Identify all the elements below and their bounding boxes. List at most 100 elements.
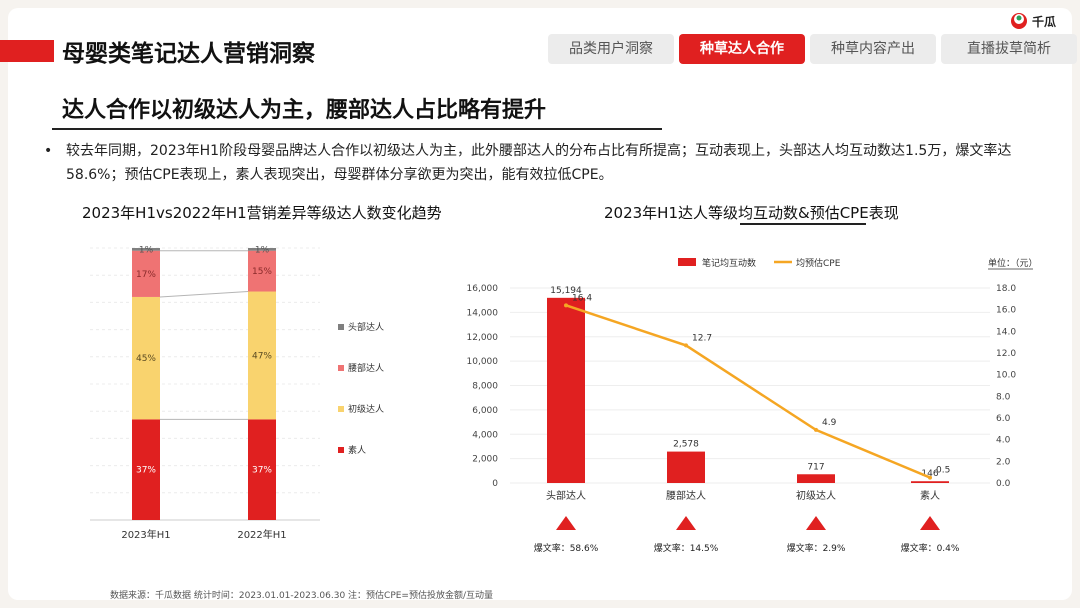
- legend-label: 腰部达人: [348, 362, 384, 374]
- left-y-tick: 10,000: [467, 357, 499, 367]
- connector-line: [159, 291, 249, 298]
- bar-value-label: 2,578: [673, 440, 699, 450]
- title-accent-bar: [0, 40, 54, 62]
- combo-title-part-1: 2023年H1达人等级: [604, 204, 738, 222]
- legend-label: 素人: [348, 444, 366, 456]
- left-y-tick: 14,000: [467, 308, 499, 318]
- right-y-tick: 6.0: [996, 414, 1011, 424]
- bar-segment-初级达人-2022年H1: [248, 291, 276, 420]
- legend-label: 头部达人: [348, 321, 384, 333]
- tab-content-output[interactable]: 种草内容产出: [810, 34, 936, 64]
- right-y-tick: 10.0: [996, 371, 1016, 381]
- bar-value-label: 146: [921, 469, 938, 479]
- x-tick-label: 初级达人: [796, 489, 836, 502]
- tab-influencer-cooperation[interactable]: 种草达人合作: [679, 34, 805, 64]
- viral-rate-triangle-icon: [920, 516, 940, 530]
- data-label: 47%: [252, 351, 272, 361]
- cpe-value-label: 12.7: [692, 333, 712, 343]
- data-label: 15%: [252, 267, 272, 277]
- unit-label: 单位：（元）: [988, 257, 1038, 269]
- brand-logo: 千瓜: [1010, 12, 1056, 30]
- nav-tabs: 品类用户洞察 种草达人合作 种草内容产出 直播拔草简析: [548, 34, 1077, 64]
- cpe-value-label: 16.4: [572, 293, 592, 303]
- viral-rate-label: 爆文率：58.6%: [534, 542, 599, 554]
- viral-rate-label: 爆文率：2.9%: [787, 542, 846, 554]
- viral-rate-label: 爆文率：14.5%: [654, 542, 719, 554]
- data-label: 1%: [255, 245, 270, 255]
- tab-livestream-analysis[interactable]: 直播拔草简析: [941, 34, 1077, 64]
- viral-rate-triangle-icon: [556, 516, 576, 530]
- x-tick-label: 素人: [920, 489, 940, 502]
- stacked-percent-chart: 37% 45% 17% 1% 2023年H1 37% 47% 15% 1% 2022年H1 头部达人…: [90, 245, 384, 541]
- content-card: [8, 8, 1072, 600]
- x-tick-label: 头部达人: [546, 489, 586, 502]
- stacked-chart-title: 2023年H1vs2022年H1营销差异等级达人数变化趋势: [82, 204, 442, 222]
- right-y-tick: 18.0: [996, 284, 1016, 294]
- left-y-tick: 0: [492, 479, 498, 489]
- viral-rate-triangle-icon: [676, 516, 696, 530]
- viral-rate-triangle-icon: [806, 516, 826, 530]
- bar-segment-腰部达人-2023年H1: [132, 250, 160, 297]
- insight-text: 较去年同期，2023年H1阶段母婴品牌达人合作以初级达人为主，此外腰部达人的分布…: [66, 143, 1012, 183]
- right-y-tick: 2.0: [996, 457, 1011, 467]
- tab-user-insight[interactable]: 品类用户洞察: [548, 34, 674, 64]
- left-y-tick: 16,000: [467, 284, 499, 294]
- data-label: 17%: [136, 270, 156, 280]
- right-y-tick: 12.0: [996, 349, 1016, 359]
- bar-素人: [911, 481, 949, 483]
- bar-初级达人: [797, 474, 835, 483]
- legend-label: 初级达人: [348, 403, 384, 415]
- data-label: 45%: [136, 354, 156, 364]
- legend-swatch: [338, 447, 344, 453]
- right-y-tick: 16.0: [996, 306, 1016, 316]
- combo-title-underline: [740, 223, 866, 225]
- page-title: 母婴类笔记达人营销洞察: [62, 41, 315, 67]
- legend-swatch-bar: [678, 258, 696, 266]
- cpe-value-label: 4.9: [822, 418, 837, 428]
- right-y-tick: 4.0: [996, 436, 1011, 446]
- combo-title-part-3: 表现: [868, 204, 899, 222]
- right-y-tick: 0.0: [996, 479, 1011, 489]
- bar-segment-初级达人-2023年H1: [132, 296, 160, 420]
- cpe-line: [565, 304, 931, 479]
- x-tick-label: 2023年H1: [121, 528, 170, 541]
- bar-segment-头部达人-2022年H1: [248, 248, 276, 251]
- bar-头部达人: [547, 297, 585, 483]
- cpe-point: [928, 475, 932, 480]
- subtitle-underline: [52, 128, 662, 130]
- cpe-point: [814, 427, 818, 432]
- left-y-tick: 2,000: [472, 455, 498, 465]
- bar-segment-头部达人-2023年H1: [132, 248, 160, 251]
- cpe-point: [564, 303, 568, 308]
- bar-value-label: 717: [807, 462, 824, 472]
- data-label: 37%: [136, 466, 156, 476]
- cpe-point: [684, 343, 688, 348]
- left-y-tick: 4,000: [472, 430, 498, 440]
- cpe-value-label: 0.5: [936, 466, 950, 476]
- right-y-tick: 8.0: [996, 392, 1011, 402]
- left-y-tick: 12,000: [467, 333, 499, 343]
- qiangua-logo-icon: [1011, 13, 1027, 29]
- legend-label-bar: 笔记均互动数: [702, 257, 756, 269]
- bar-腰部达人: [667, 451, 705, 483]
- viral-rate-label: 爆文率：0.4%: [901, 542, 960, 554]
- data-source-footer: 数据来源：千瓜数据 统计时间：2023.01.01-2023.06.30 注：预…: [110, 591, 494, 601]
- section-subtitle: 达人合作以初级达人为主，腰部达人占比略有提升: [62, 98, 547, 123]
- legend-swatch: [338, 324, 344, 330]
- bullet-dot-icon: •: [44, 143, 53, 159]
- legend-swatch: [338, 365, 344, 371]
- combo-chart-title: 2023年H1达人等级均互动数&预估CPE表现: [604, 202, 899, 223]
- logo-text: 千瓜: [1032, 14, 1057, 29]
- data-label: 1%: [139, 245, 154, 255]
- bar-segment-腰部达人-2022年H1: [248, 250, 276, 292]
- legend-label-line: 均预估CPE: [796, 257, 841, 269]
- left-y-tick: 6,000: [472, 406, 498, 416]
- insight-bullet: • 较去年同期，2023年H1阶段母婴品牌达人合作以初级达人为主，此外腰部达人的…: [44, 139, 1024, 187]
- x-tick-label: 腰部达人: [666, 489, 706, 502]
- x-tick-label: 2022年H1: [237, 528, 286, 541]
- combo-title-part-2: 均互动数&预估CPE: [738, 204, 869, 222]
- interaction-cpe-chart: 笔记均互动数 均预估CPE 单位：（元） 0 2,000 4,000 6,000 8,000 1…: [467, 257, 1038, 554]
- data-label: 37%: [252, 466, 272, 476]
- bar-value-label: 15,194: [550, 286, 582, 296]
